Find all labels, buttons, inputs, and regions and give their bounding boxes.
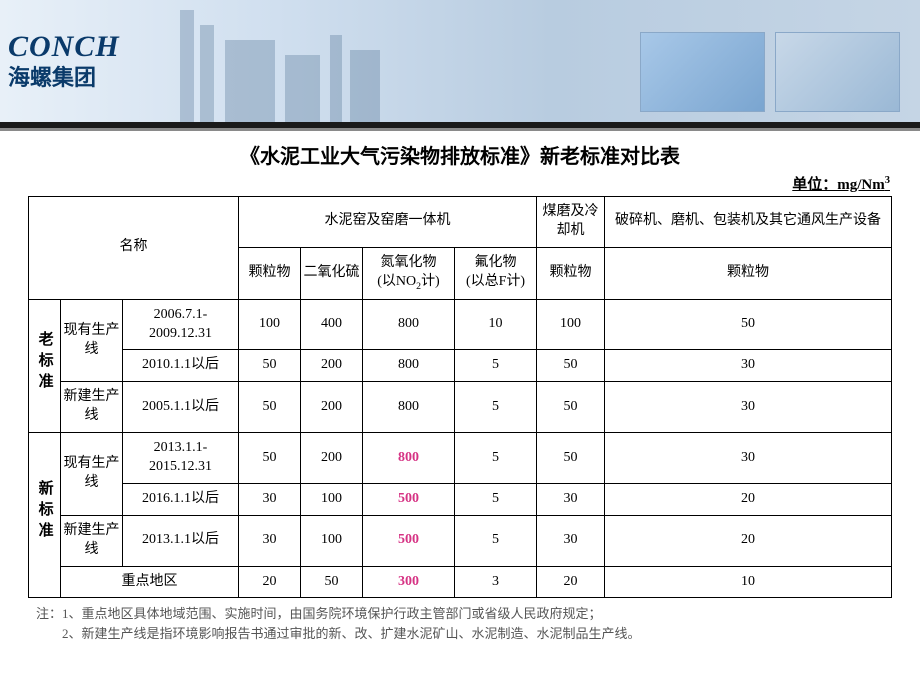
factory-silhouette [160, 0, 390, 122]
sub-nox: 氮氧化物(以NO2计) [363, 247, 455, 299]
cell-date: 2006.7.1-2009.12.31 [123, 299, 239, 350]
cell-date: 2005.1.1以后 [123, 382, 239, 433]
header-name: 名称 [29, 197, 239, 300]
cell: 400 [301, 299, 363, 350]
cell: 100 [301, 515, 363, 566]
cell: 5 [455, 350, 537, 382]
cell: 50 [605, 299, 892, 350]
cell: 30 [605, 433, 892, 484]
footnotes: 注：1、重点地区具体地域范围、实施时间，由国务院环境保护行政主管部门或省级人民政… [28, 604, 892, 643]
line-new: 新建生产线 [61, 515, 123, 566]
table-row: 2010.1.1以后 50 200 800 5 50 30 [29, 350, 892, 382]
group-old: 老标准 [29, 299, 61, 432]
cell: 5 [455, 515, 537, 566]
sub-f: 氟化物(以总F计) [455, 247, 537, 299]
table-row: 老标准 现有生产线 2006.7.1-2009.12.31 100 400 80… [29, 299, 892, 350]
cell: 200 [301, 433, 363, 484]
cell-date: 2010.1.1以后 [123, 350, 239, 382]
cell-date: 2013.1.1-2015.12.31 [123, 433, 239, 484]
footnote-1: 注：1、重点地区具体地域范围、实施时间，由国务院环境保护行政主管部门或省级人民政… [36, 604, 892, 624]
cell: 30 [537, 515, 605, 566]
cell: 50 [239, 433, 301, 484]
cell: 500 [363, 483, 455, 515]
cell: 300 [363, 566, 455, 598]
sub-pm3: 颗粒物 [605, 247, 892, 299]
line-existing: 现有生产线 [61, 299, 123, 382]
cell-date: 2013.1.1以后 [123, 515, 239, 566]
cell: 800 [363, 382, 455, 433]
header-photo-2 [775, 32, 900, 112]
header-coal: 煤磨及冷却机 [537, 197, 605, 248]
cell: 800 [363, 433, 455, 484]
cell: 10 [605, 566, 892, 598]
cell-date: 2016.1.1以后 [123, 483, 239, 515]
cell: 20 [537, 566, 605, 598]
cell: 50 [301, 566, 363, 598]
cell: 200 [301, 382, 363, 433]
key-area: 重点地区 [61, 566, 239, 598]
logo-main: CONCH [8, 30, 120, 64]
page-title: 《水泥工业大气污染物排放标准》新老标准对比表 [28, 140, 892, 169]
cell: 10 [455, 299, 537, 350]
cell: 50 [239, 350, 301, 382]
cell: 20 [239, 566, 301, 598]
cell: 3 [455, 566, 537, 598]
cell: 30 [239, 483, 301, 515]
cell: 50 [537, 433, 605, 484]
table-row: 新建生产线 2005.1.1以后 50 200 800 5 50 30 [29, 382, 892, 433]
cell: 30 [605, 350, 892, 382]
group-new: 新标准 [29, 433, 61, 598]
table-row: 新标准 现有生产线 2013.1.1-2015.12.31 50 200 800… [29, 433, 892, 484]
header-kiln: 水泥窑及窑磨一体机 [239, 197, 537, 248]
cell: 30 [537, 483, 605, 515]
sub-pm: 颗粒物 [239, 247, 301, 299]
table-row: 2016.1.1以后 30 100 500 5 30 20 [29, 483, 892, 515]
line-existing: 现有生产线 [61, 433, 123, 516]
table-header-row: 名称 水泥窑及窑磨一体机 煤磨及冷却机 破碎机、磨机、包装机及其它通风生产设备 [29, 197, 892, 248]
cell: 5 [455, 483, 537, 515]
cell: 20 [605, 483, 892, 515]
sub-pm2: 颗粒物 [537, 247, 605, 299]
table-row: 重点地区 20 50 300 3 20 10 [29, 566, 892, 598]
footnote-2: 2、新建生产线是指环境影响报告书通过审批的新、改、扩建水泥矿山、水泥制造、水泥制… [36, 624, 892, 644]
cell: 800 [363, 350, 455, 382]
cell: 20 [605, 515, 892, 566]
cell: 30 [239, 515, 301, 566]
sub-so2: 二氧化硫 [301, 247, 363, 299]
logo: CONCH 海螺集团 [8, 30, 120, 92]
cell: 200 [301, 350, 363, 382]
comparison-table: 名称 水泥窑及窑磨一体机 煤磨及冷却机 破碎机、磨机、包装机及其它通风生产设备 … [28, 196, 892, 598]
cell: 100 [301, 483, 363, 515]
content-area: 《水泥工业大气污染物排放标准》新老标准对比表 单位：mg/Nm3 名称 水泥窑及… [0, 128, 920, 643]
cell: 5 [455, 433, 537, 484]
table-row: 新建生产线 2013.1.1以后 30 100 500 5 30 20 [29, 515, 892, 566]
unit-label: 单位：mg/Nm3 [28, 173, 892, 194]
cell: 100 [239, 299, 301, 350]
cell: 800 [363, 299, 455, 350]
cell: 30 [605, 382, 892, 433]
cell: 50 [537, 382, 605, 433]
header-crusher: 破碎机、磨机、包装机及其它通风生产设备 [605, 197, 892, 248]
cell: 500 [363, 515, 455, 566]
cell: 5 [455, 382, 537, 433]
cell: 50 [537, 350, 605, 382]
page-header: CONCH 海螺集团 [0, 0, 920, 128]
header-photo-1 [640, 32, 765, 112]
line-new: 新建生产线 [61, 382, 123, 433]
cell: 100 [537, 299, 605, 350]
cell: 50 [239, 382, 301, 433]
logo-sub: 海螺集团 [8, 60, 120, 92]
